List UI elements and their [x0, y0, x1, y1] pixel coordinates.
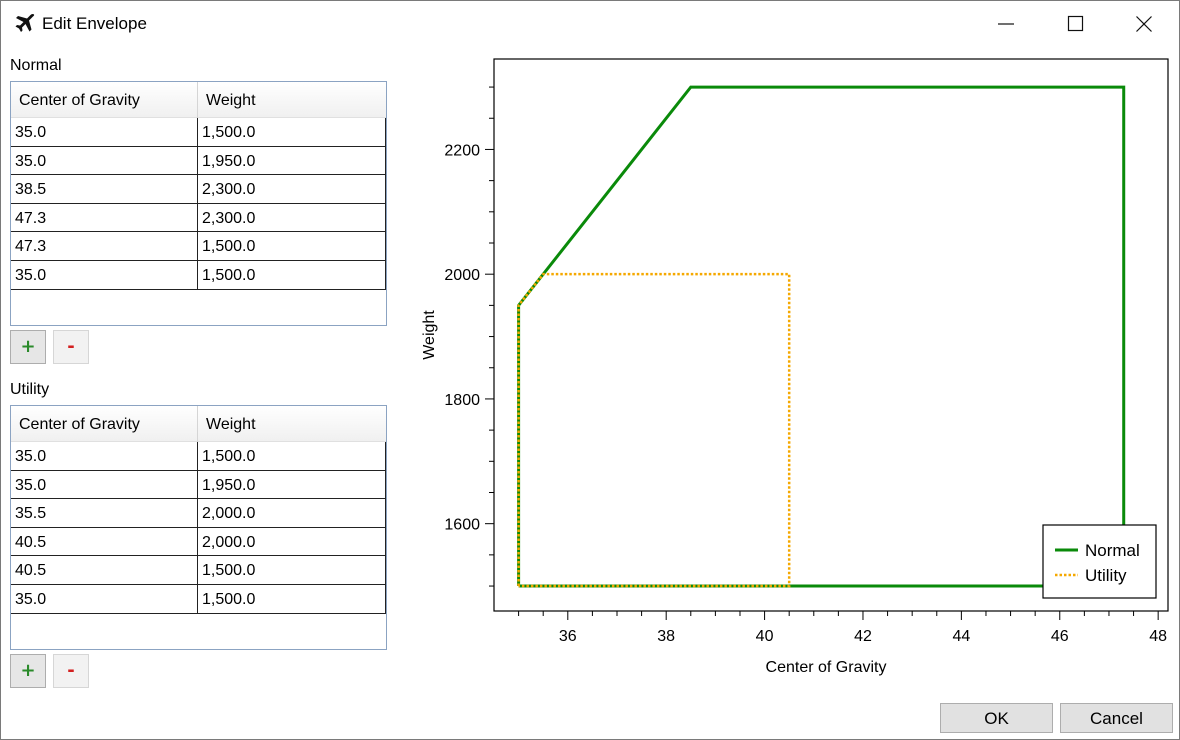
table-row[interactable]: 40.5 2,000.0	[11, 527, 386, 557]
cog-cell[interactable]: 47.3	[11, 203, 198, 233]
cog-cell[interactable]: 40.5	[11, 527, 198, 557]
cancel-button[interactable]: Cancel	[1060, 703, 1173, 733]
series-line-utility	[517, 272, 791, 588]
series-line-normal	[517, 85, 1126, 588]
normal-remove-button[interactable]: -	[53, 330, 89, 364]
normal-grid[interactable]: Center of Gravity Weight 35.0 1,500.0 35…	[10, 81, 387, 326]
weight-cell[interactable]: 1,500.0	[198, 260, 386, 290]
x-tick-label: 46	[1051, 628, 1069, 645]
airplane-icon	[15, 13, 35, 33]
cog-cell[interactable]: 35.0	[11, 470, 198, 500]
table-row[interactable]: 38.5 2,300.0	[11, 175, 386, 204]
x-tick-label: 36	[559, 628, 577, 645]
cog-cell[interactable]: 35.0	[11, 146, 198, 176]
y-tick-label: 2000	[444, 267, 480, 284]
table-row[interactable]: 35.0 1,500.0	[11, 584, 386, 614]
maximize-button[interactable]	[1041, 1, 1111, 47]
minimize-button[interactable]	[971, 1, 1041, 47]
normal-grid-header: Center of Gravity Weight	[11, 82, 386, 118]
table-row[interactable]: 47.3 1,500.0	[11, 232, 386, 261]
weight-cell[interactable]: 2,300.0	[198, 203, 386, 233]
normal-label: Normal	[10, 57, 62, 74]
utility-add-button[interactable]: +	[10, 654, 46, 688]
cog-cell[interactable]: 40.5	[11, 556, 198, 585]
x-tick-label: 44	[952, 628, 970, 645]
legend-box	[1042, 524, 1157, 599]
column-header-cog[interactable]: Center of Gravity	[11, 82, 198, 118]
table-row[interactable]: 35.0 1,500.0	[11, 260, 386, 290]
legend: Normal Utility	[1042, 524, 1157, 599]
legend-entry-utility: Utility	[1085, 566, 1127, 585]
table-row[interactable]: 35.5 2,000.0	[11, 499, 386, 528]
weight-cell[interactable]: 1,500.0	[198, 584, 386, 614]
utility-label: Utility	[10, 381, 50, 398]
table-row[interactable]: 35.0 1,500.0	[11, 442, 386, 471]
cog-cell[interactable]: 47.3	[11, 232, 198, 261]
weight-cell[interactable]: 2,000.0	[198, 499, 386, 528]
cog-cell[interactable]: 38.5	[11, 175, 198, 204]
table-row[interactable]: 35.0 1,500.0	[11, 118, 386, 147]
column-header-weight[interactable]: Weight	[206, 92, 256, 109]
close-icon	[1136, 16, 1152, 32]
close-button[interactable]	[1109, 1, 1179, 47]
x-tick-label: 42	[854, 628, 872, 645]
weight-cell[interactable]: 1,950.0	[198, 146, 386, 176]
x-tick-label: 48	[1149, 628, 1167, 645]
cog-cell[interactable]: 35.0	[11, 118, 198, 147]
table-row[interactable]: 35.0 1,950.0	[11, 146, 386, 176]
legend-entry-normal: Normal	[1085, 541, 1140, 560]
window-title: Edit Envelope	[42, 14, 147, 33]
table-row[interactable]: 35.0 1,950.0	[11, 470, 386, 500]
ok-button[interactable]: OK	[940, 703, 1053, 733]
plot-area	[493, 58, 1169, 612]
minimize-icon	[998, 23, 1014, 25]
x-tick-label: 38	[657, 628, 675, 645]
utility-grid-header: Center of Gravity Weight	[11, 406, 386, 442]
cog-cell[interactable]: 35.0	[11, 260, 198, 290]
maximize-icon	[1067, 15, 1084, 32]
utility-grid[interactable]: Center of Gravity Weight 35.0 1,500.0 35…	[10, 405, 387, 650]
envelope-chart: 36 38 40 42 44 46 48 1600 1800 2000 2200 Center of …	[421, 58, 1169, 676]
column-header-weight[interactable]: Weight	[206, 416, 256, 433]
table-row[interactable]: 47.3 2,300.0	[11, 203, 386, 233]
weight-cell[interactable]: 1,500.0	[198, 556, 386, 585]
y-tick-label: 1600	[444, 517, 480, 534]
x-tick-label: 40	[756, 628, 774, 645]
weight-cell[interactable]: 1,950.0	[198, 470, 386, 500]
cog-cell[interactable]: 35.0	[11, 584, 198, 614]
table-row[interactable]: 40.5 1,500.0	[11, 556, 386, 585]
normal-add-button[interactable]: +	[10, 330, 46, 364]
column-header-cog[interactable]: Center of Gravity	[11, 406, 198, 442]
weight-cell[interactable]: 1,500.0	[198, 232, 386, 261]
title-bar[interactable]: Edit Envelope	[1, 1, 1179, 47]
weight-cell[interactable]: 1,500.0	[198, 118, 386, 147]
y-tick-label: 1800	[444, 392, 480, 409]
y-axis-label: Weight	[421, 310, 438, 360]
weight-cell[interactable]: 2,000.0	[198, 527, 386, 557]
x-axis-label: Center of Gravity	[766, 659, 887, 676]
utility-remove-button[interactable]: -	[53, 654, 89, 688]
weight-cell[interactable]: 2,300.0	[198, 175, 386, 204]
cog-cell[interactable]: 35.5	[11, 499, 198, 528]
y-tick-label: 2200	[444, 142, 480, 159]
weight-cell[interactable]: 1,500.0	[198, 442, 386, 471]
cog-cell[interactable]: 35.0	[11, 442, 198, 471]
